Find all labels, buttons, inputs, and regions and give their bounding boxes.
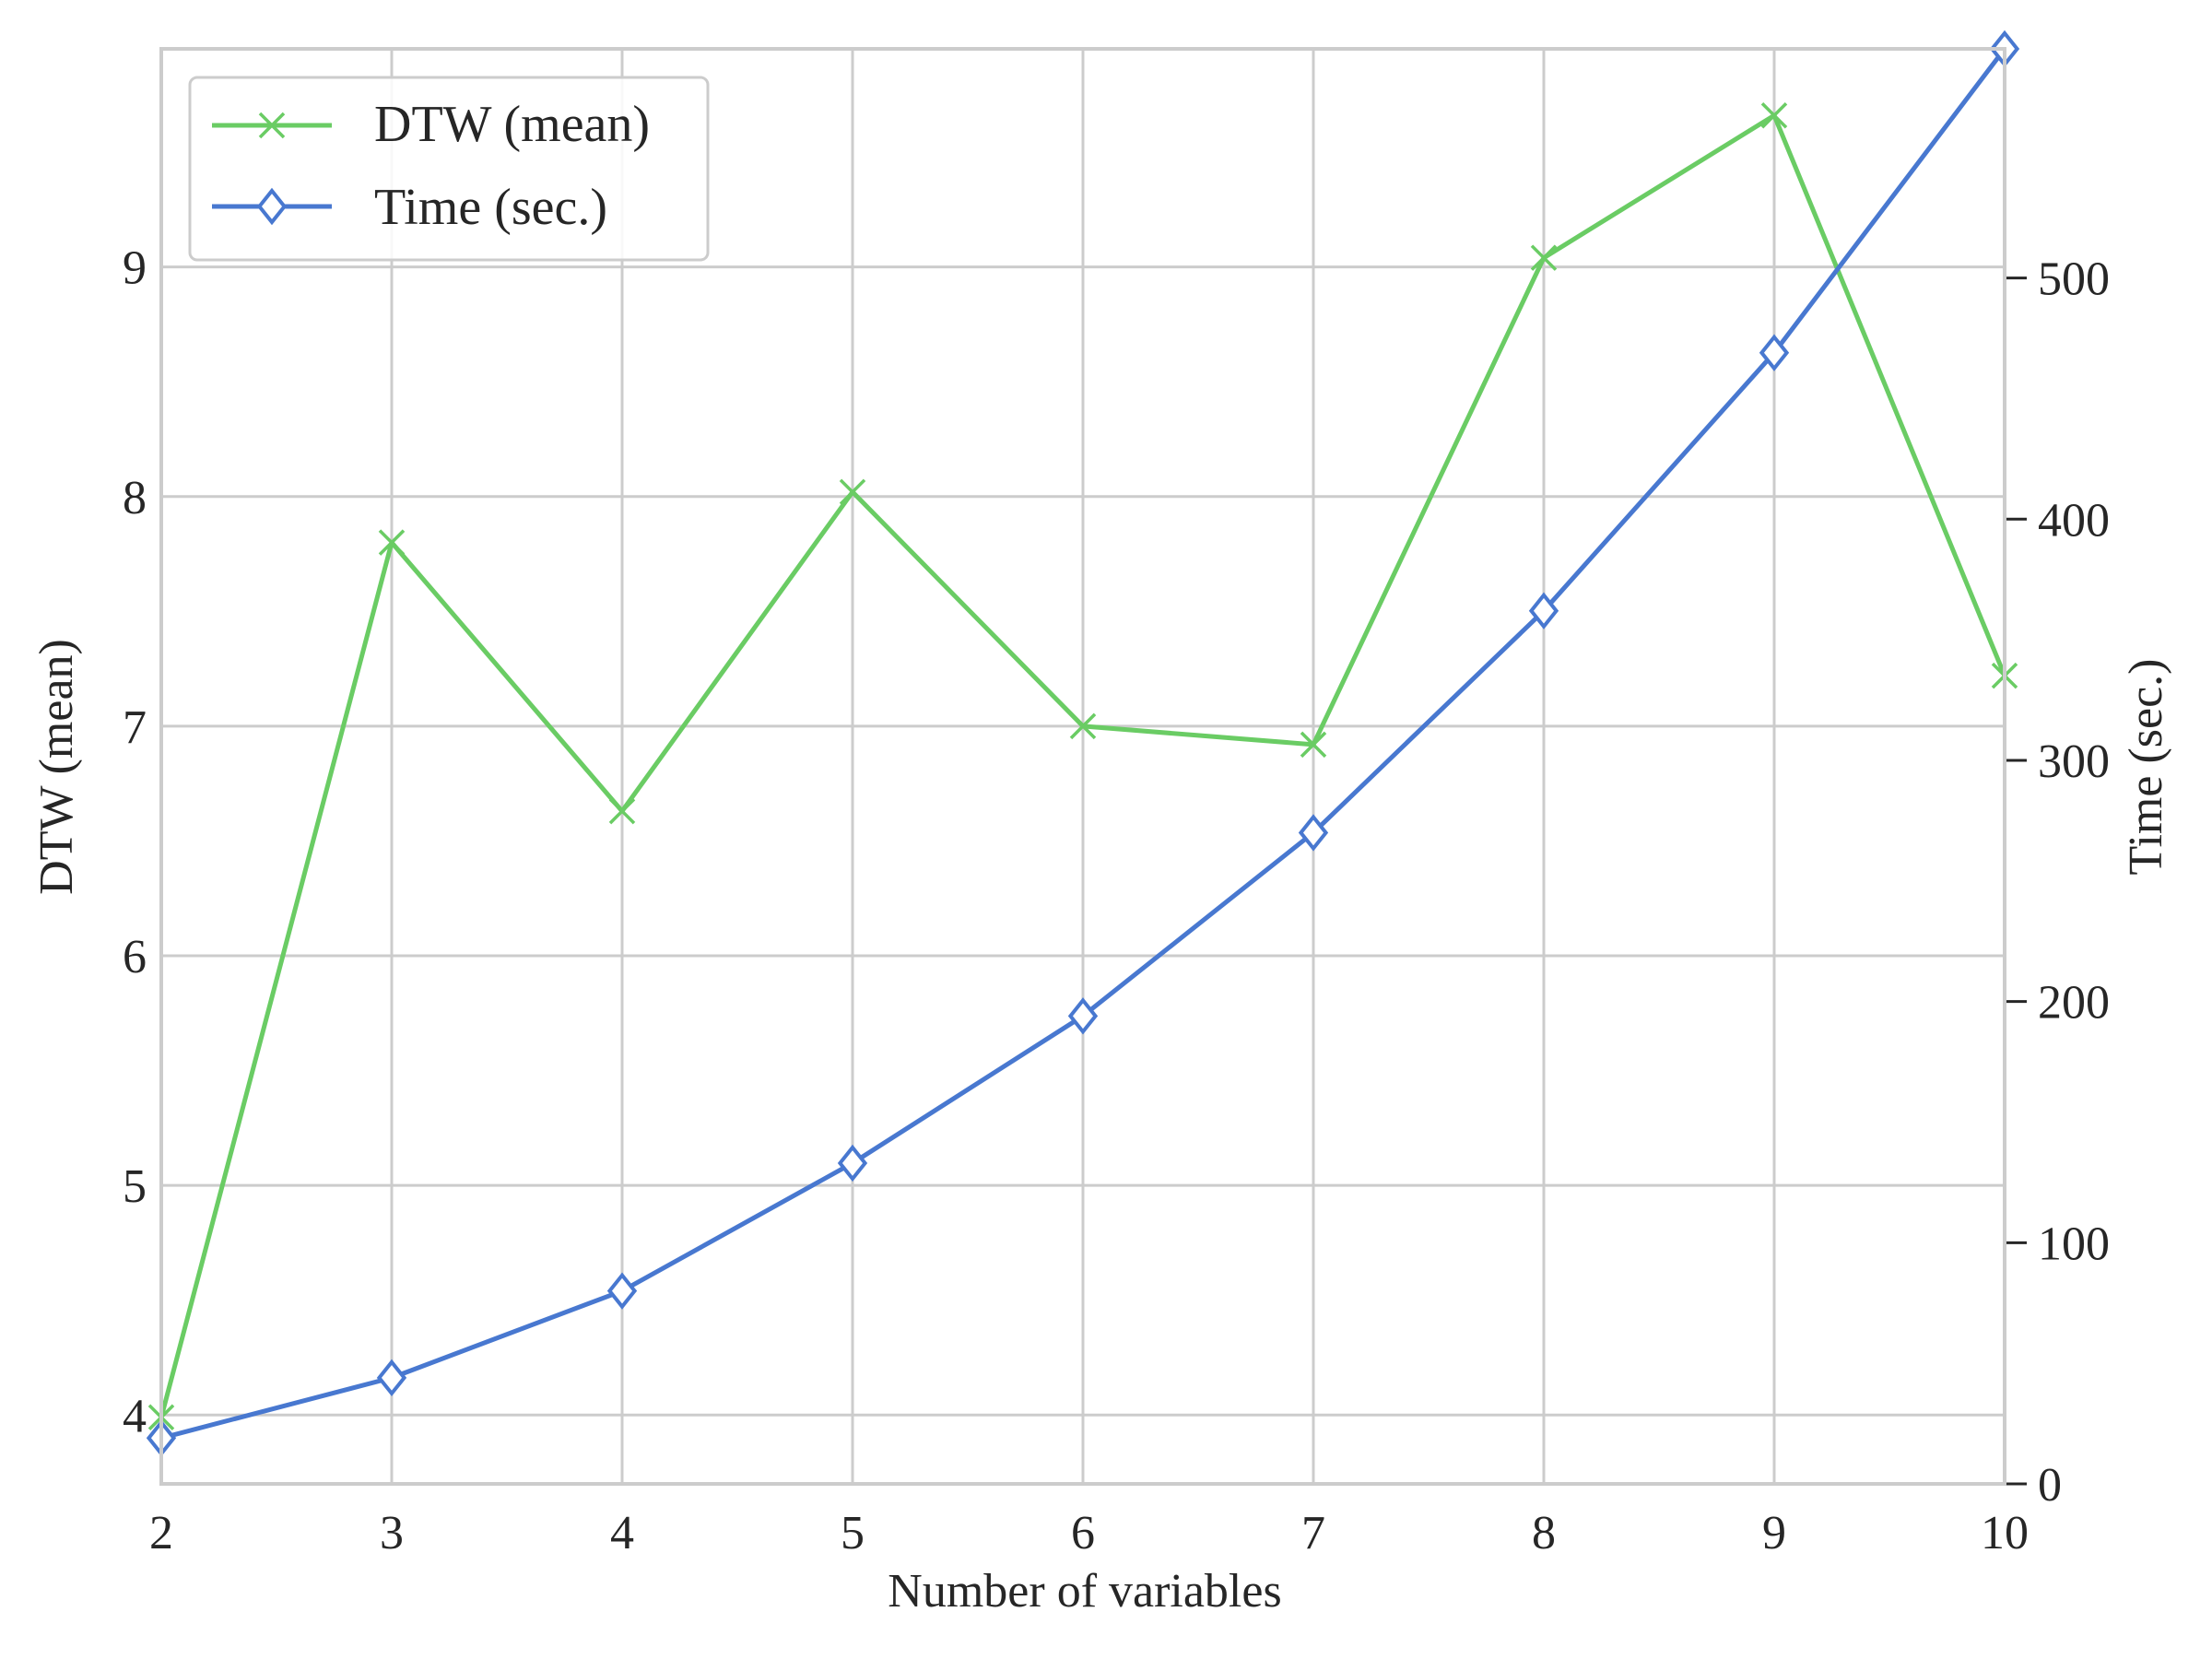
point-dtw-5 — [839, 478, 866, 506]
y-right-tick-label-200: 200 — [2038, 977, 2110, 1030]
point-dtw-9 — [1760, 102, 1788, 129]
legend-marker-dtw — [258, 112, 286, 139]
legend-entry-dtw — [212, 112, 332, 139]
legend-label-time: Time (sec.) — [374, 179, 607, 236]
legend-label-dtw: DTW (mean) — [374, 96, 650, 153]
y-right-tick-label-0: 0 — [2038, 1459, 2062, 1512]
y-right-tick-label-100: 100 — [2038, 1218, 2110, 1270]
x-tick-label-5: 5 — [841, 1507, 865, 1559]
x-tick-label-7: 7 — [1301, 1507, 1325, 1559]
point-time-5 — [837, 1144, 868, 1182]
x-tick-label-9: 9 — [1762, 1507, 1786, 1559]
y-axis-label-left: DTW (mean) — [30, 639, 83, 895]
point-time-9 — [1759, 334, 1790, 371]
x-axis-label: Number of variables — [888, 1565, 1281, 1618]
point-time-3 — [376, 1359, 407, 1397]
x-tick-label-2: 2 — [149, 1507, 173, 1559]
point-dtw-3 — [378, 529, 406, 556]
y-right-tick-label-300: 300 — [2038, 735, 2110, 788]
x-tick-label-3: 3 — [380, 1507, 404, 1559]
legend-entry-time — [212, 187, 332, 226]
point-dtw-8 — [1530, 244, 1558, 271]
y-left-tick-label-7: 7 — [123, 701, 147, 754]
y-left-tick-label-4: 4 — [123, 1390, 147, 1442]
point-time-8 — [1528, 592, 1559, 629]
x-tick-label-10: 10 — [1981, 1507, 2029, 1559]
y-right-tick-label-400: 400 — [2038, 494, 2110, 547]
x-tick-label-8: 8 — [1532, 1507, 1556, 1559]
series-layer — [146, 29, 2020, 1457]
legend-marker-time — [256, 187, 288, 226]
axes: 2 3 4 5 6 7 8 9 10 4 5 6 7 8 9 0 100 200 300 400 500 — [123, 47, 2110, 1559]
y-right-tick-label-500: 500 — [2038, 253, 2110, 306]
y-left-tick-label-6: 6 — [123, 931, 147, 983]
x-tick-label-6: 6 — [1071, 1507, 1095, 1559]
legend: DTW (mean) Time (sec.) — [188, 76, 710, 262]
point-time-7 — [1298, 814, 1329, 852]
point-dtw-7 — [1300, 731, 1327, 759]
x-tick-label-4: 4 — [610, 1507, 634, 1559]
point-time-6 — [1067, 997, 1099, 1035]
point-time-4 — [606, 1272, 638, 1310]
y-axis-label-right: Time (sec.) — [2120, 659, 2172, 876]
y-left-tick-label-9: 9 — [123, 242, 147, 295]
point-dtw-4 — [608, 797, 636, 825]
y-left-tick-label-5: 5 — [123, 1160, 147, 1213]
point-dtw-6 — [1069, 712, 1097, 740]
y-left-tick-label-8: 8 — [123, 472, 147, 524]
grid — [159, 49, 2006, 1484]
plot-frame — [159, 47, 2006, 1486]
